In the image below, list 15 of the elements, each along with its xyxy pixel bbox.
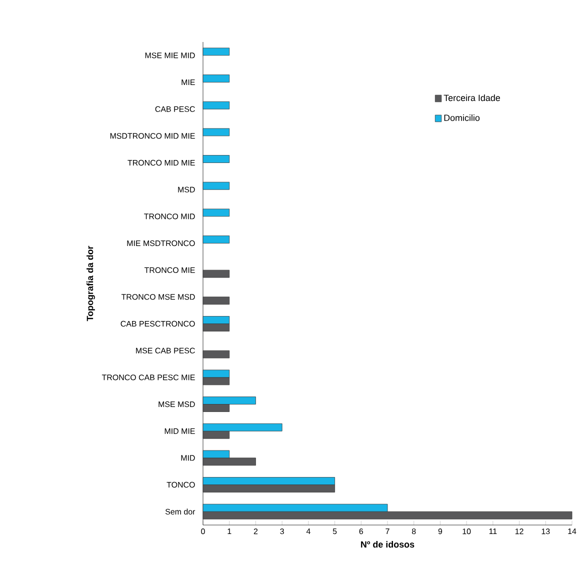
bar bbox=[202, 155, 230, 163]
bar bbox=[202, 48, 230, 56]
bar bbox=[202, 236, 230, 244]
legend-label: Domicilio bbox=[444, 114, 480, 122]
bar bbox=[202, 101, 230, 110]
bar bbox=[202, 182, 230, 190]
bar bbox=[202, 74, 230, 82]
y-axis-title: Topografia da dor bbox=[86, 246, 96, 322]
legend-label: Terceira Idade bbox=[444, 94, 500, 102]
bar bbox=[202, 350, 230, 358]
x-axis-title: Nº de idosos bbox=[361, 541, 414, 548]
bar bbox=[202, 270, 230, 278]
bar bbox=[202, 296, 230, 305]
bar bbox=[202, 208, 230, 217]
bar bbox=[202, 128, 230, 136]
